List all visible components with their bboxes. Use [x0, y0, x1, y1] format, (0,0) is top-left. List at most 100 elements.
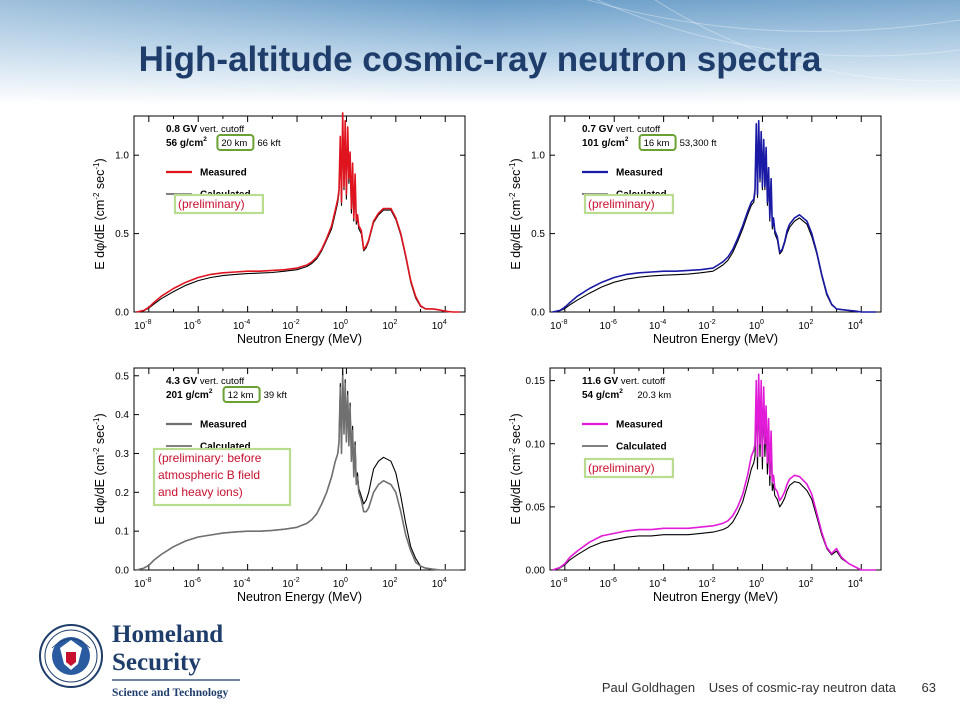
- x-tick-label: 10-8: [550, 577, 567, 590]
- cutoff-annotation: 4.3 GV vert. cutoff: [166, 376, 244, 387]
- x-tick-label: 104: [848, 319, 863, 332]
- altitude-ft-annotation: 66 kft: [257, 138, 281, 149]
- prelim-note-box: [152, 447, 292, 507]
- calculated-series-line: [552, 392, 877, 571]
- y-tick-label: 0.15: [526, 376, 546, 387]
- y-tick-label: 0.00: [526, 566, 546, 577]
- altitude-annotation: 20 km: [221, 138, 247, 149]
- prelim-note-box: [583, 457, 675, 479]
- x-tick-label: 100: [749, 577, 764, 590]
- legend-measured-label: Measured: [200, 420, 247, 431]
- y-tick-label: 0.5: [115, 371, 129, 382]
- y-tick-label: 1.0: [115, 151, 129, 162]
- spectrum-chart: 10-8 10-6 10-4 10-2 100 102 104 0.00 0.05 0.10 0.1…: [508, 367, 882, 604]
- spectrum-chart: 10-8 10-6 10-4 10-2 100 102 104 0.0 0.1 0.2 0.3 0.4…: [92, 367, 466, 604]
- x-tick-label: 100: [333, 577, 348, 590]
- y-axis-label: E dφ/dE (cm-2 sec-1): [92, 413, 107, 524]
- slide-footer: Paul Goldhagen Uses of cosmic-ray neutro…: [592, 680, 936, 695]
- x-tick-label: 10-2: [698, 577, 715, 590]
- x-tick-label: 10-2: [282, 319, 299, 332]
- depth-annotation: 101 g/cm2: [582, 136, 629, 149]
- x-tick-label: 10-2: [698, 319, 715, 332]
- y-tick-label: 0.3: [115, 449, 129, 460]
- x-tick-label: 10-4: [649, 577, 666, 590]
- x-tick-label: 100: [333, 319, 348, 332]
- y-tick-label: 0.05: [526, 502, 546, 513]
- x-axis-label: Neutron Energy (MeV): [653, 332, 778, 346]
- y-tick-label: 1.0: [531, 151, 545, 162]
- legend-calculated-label: Calculated: [616, 442, 667, 453]
- chart-panel-top-right: 10-8 10-6 10-4 10-2 100 102 104 0.0 0.5 1.0 Neutro…: [496, 108, 886, 358]
- page-number: 63: [921, 680, 936, 695]
- measured-series-line: [136, 112, 461, 313]
- chart-panel-bottom-right: 10-8 10-6 10-4 10-2 100 102 104 0.00 0.05 0.10 0.1…: [496, 360, 886, 615]
- x-tick-label: 104: [432, 577, 447, 590]
- title-banner: [0, 0, 960, 105]
- x-tick-label: 102: [798, 319, 813, 332]
- x-axis-label: Neutron Energy (MeV): [653, 590, 778, 604]
- x-tick-label: 102: [382, 577, 397, 590]
- altitude-highlight-box: [638, 134, 677, 151]
- x-tick-label: 10-8: [550, 319, 567, 332]
- x-tick-label: 10-2: [282, 577, 299, 590]
- x-tick-label: 10-6: [600, 577, 617, 590]
- altitude-highlight-box: [222, 386, 261, 403]
- altitude-highlight-box: [216, 134, 255, 151]
- altitude-ft-annotation: 53,300 ft: [680, 138, 717, 149]
- altitude-ft-annotation: 39 kft: [264, 390, 288, 401]
- x-tick-label: 10-4: [233, 577, 250, 590]
- y-tick-label: 0.5: [531, 229, 545, 240]
- calculated-series-line: [552, 123, 877, 313]
- prelim-note-box: [583, 193, 675, 215]
- x-tick-label: 104: [848, 577, 863, 590]
- cutoff-annotation: 0.8 GV vert. cutoff: [166, 124, 244, 135]
- y-tick-label: 0.5: [115, 229, 129, 240]
- logo-line2: Security: [112, 649, 201, 676]
- y-axis-label: E dφ/dE (cm-2 sec-1): [92, 158, 107, 269]
- dhs-logo: Homeland Security Science and Technology: [39, 621, 240, 699]
- spectrum-chart: 10-8 10-6 10-4 10-2 100 102 104 0.0 0.5 1.0 Neutro…: [508, 115, 882, 346]
- chart-panel-bottom-left: 10-8 10-6 10-4 10-2 100 102 104 0.0 0.1 0.2 0.3 0.4…: [90, 360, 470, 615]
- y-tick-label: 0.0: [115, 308, 129, 319]
- y-tick-label: 0.2: [115, 488, 129, 499]
- measured-series-line: [552, 119, 877, 313]
- prelim-note-line: and heavy ions): [158, 485, 243, 499]
- footer-talk-title: Uses of cosmic-ray neutron data: [708, 680, 896, 695]
- legend-measured-label: Measured: [616, 420, 663, 431]
- y-tick-label: 0.0: [531, 308, 545, 319]
- x-tick-label: 10-6: [184, 577, 201, 590]
- chart-panel-top-left: 10-8 10-6 10-4 10-2 100 102 104 0.0 0.5 1.0 Neutro…: [90, 108, 470, 358]
- x-tick-label: 10-8: [134, 319, 151, 332]
- depth-annotation: 54 g/cm2: [582, 388, 623, 401]
- footer-author: Paul Goldhagen: [601, 680, 696, 695]
- x-tick-label: 10-8: [134, 577, 151, 590]
- plot-frame: [549, 367, 882, 571]
- y-tick-label: 0.1: [115, 527, 129, 538]
- legend-measured-label: Measured: [200, 168, 247, 179]
- cutoff-annotation: 0.7 GV vert. cutoff: [582, 124, 660, 135]
- depth-annotation: 201 g/cm2: [166, 388, 213, 401]
- measured-series-line: [136, 375, 461, 571]
- x-tick-label: 104: [432, 319, 447, 332]
- dhs-seal-icon: [39, 624, 103, 688]
- y-tick-label: 0.4: [115, 410, 129, 421]
- x-tick-label: 10-4: [233, 319, 250, 332]
- y-tick-label: 0.10: [526, 439, 546, 450]
- x-tick-label: 102: [382, 319, 397, 332]
- x-tick-label: 10-6: [600, 319, 617, 332]
- depth-annotation: 56 g/cm2: [166, 136, 207, 149]
- legend-calculated-label: Calculated: [200, 442, 251, 453]
- x-tick-label: 102: [798, 577, 813, 590]
- plot-frame: [549, 115, 882, 313]
- measured-series-line: [552, 373, 877, 571]
- slide-title: High-altitude cosmic-ray neutron spectra: [138, 40, 822, 79]
- logo-line1: Homeland: [112, 621, 223, 648]
- cutoff-annotation: 11.6 GV vert. cutoff: [582, 376, 665, 387]
- plot-frame: [133, 367, 466, 571]
- y-axis-label: E dφ/dE (cm-2 sec-1): [508, 158, 523, 269]
- spectrum-chart: 10-8 10-6 10-4 10-2 100 102 104 0.0 0.5 1.0 Neutro…: [92, 112, 466, 346]
- plot-frame: [133, 115, 466, 313]
- altitude-annotation: 16 km: [644, 138, 670, 149]
- y-axis-label: E dφ/dE (cm-2 sec-1): [508, 413, 523, 524]
- prelim-note-line: atmospheric B field: [158, 468, 260, 482]
